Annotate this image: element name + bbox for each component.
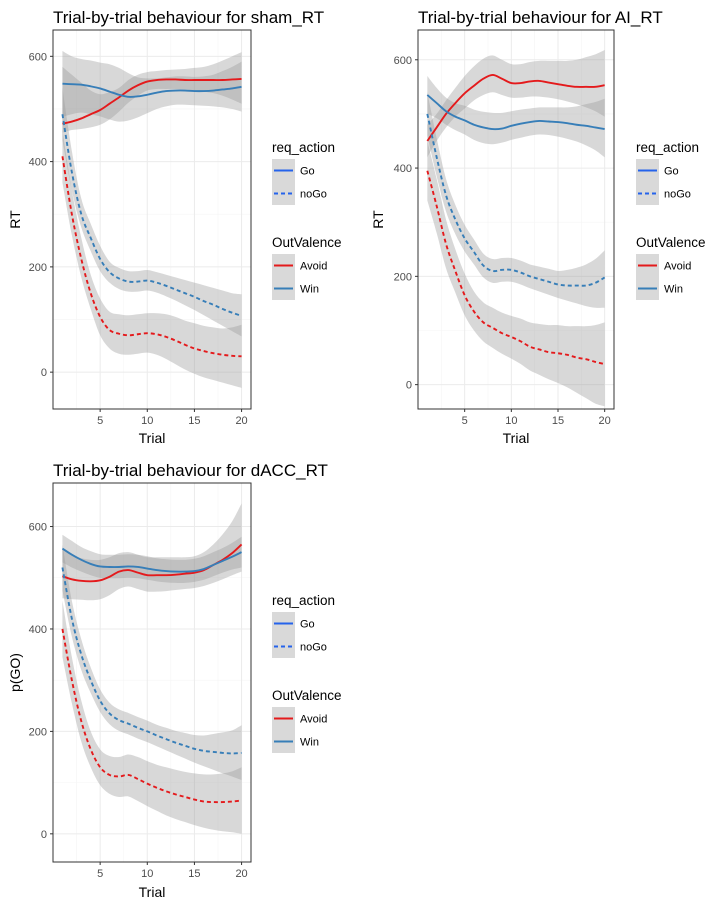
legend-title-req-action: req_action xyxy=(272,140,335,155)
y-tick-label: 400 xyxy=(394,163,412,175)
panel-border xyxy=(417,29,615,410)
confidence-band-go-avoid xyxy=(427,50,605,158)
legend-label-avoid: Avoid xyxy=(300,714,327,726)
confidence-band-nogo-avoid xyxy=(62,130,242,388)
y-axis-title: RT xyxy=(7,210,23,229)
series-line-nogo-avoid xyxy=(61,156,242,358)
x-tick-label: 20 xyxy=(599,415,611,427)
y-axis-title: RT xyxy=(370,210,386,229)
legend-title-outvalence: OutValence xyxy=(272,235,342,250)
data-layer xyxy=(426,50,606,407)
legend-title-req-action: req_action xyxy=(636,140,699,155)
confidence-band-go-avoid xyxy=(62,52,242,133)
y-tick-label: 200 xyxy=(29,262,47,274)
x-tick-label: 15 xyxy=(188,868,200,880)
series-line-nogo-win xyxy=(61,114,242,317)
x-tick-label: 15 xyxy=(188,415,200,427)
y-tick-label: 0 xyxy=(406,380,412,392)
y-tick-label: 200 xyxy=(394,271,412,283)
confidence-band-go-avoid xyxy=(62,503,242,601)
legend-label-avoid: Avoid xyxy=(664,261,691,273)
legend-label-win: Win xyxy=(300,737,319,749)
series-line-go-avoid xyxy=(426,73,605,142)
confidence-band-nogo-avoid xyxy=(427,140,605,407)
x-tick-label: 20 xyxy=(235,868,247,880)
x-tick-label: 5 xyxy=(462,415,468,427)
legend-title-req-action: req_action xyxy=(272,593,335,608)
legend-label-go: Go xyxy=(300,619,315,631)
legend-label-nogo: noGo xyxy=(300,642,327,654)
x-tick-label: 10 xyxy=(141,415,153,427)
legend: req_action Go noGo OutValence Avoid Win xyxy=(272,140,342,300)
x-tick-label: 10 xyxy=(505,415,517,427)
x-axis-title: Trial xyxy=(139,884,166,900)
chart-title: Trial-by-trial behaviour for AI_RT xyxy=(418,8,663,27)
legend-title-outvalence: OutValence xyxy=(272,688,342,703)
legend-label-win: Win xyxy=(300,284,319,296)
series-line-go-avoid xyxy=(62,78,242,125)
x-axis-title: Trial xyxy=(139,430,166,446)
panel-border xyxy=(52,29,252,410)
legend-label-nogo: noGo xyxy=(664,189,691,201)
panel-border xyxy=(52,482,252,863)
series-line-nogo-win xyxy=(426,113,606,287)
data-layer xyxy=(61,503,243,834)
confidence-band-nogo-win xyxy=(62,544,242,781)
legend-label-nogo: noGo xyxy=(300,189,327,201)
x-tick-label: 20 xyxy=(235,415,247,427)
y-tick-label: 600 xyxy=(394,55,412,67)
legend-label-go: Go xyxy=(300,166,315,178)
legend-label-avoid: Avoid xyxy=(300,261,327,273)
x-tick-label: 5 xyxy=(97,415,103,427)
chart-title: Trial-by-trial behaviour for dACC_RT xyxy=(53,461,328,480)
y-tick-label: 0 xyxy=(41,829,47,841)
chart-panel-1: Trial-by-trial behaviour for sham_RT 5 10 1… xyxy=(7,8,342,446)
y-tick-label: 200 xyxy=(29,726,47,738)
x-tick-label: 15 xyxy=(552,415,564,427)
chart-title: Trial-by-trial behaviour for sham_RT xyxy=(53,8,324,27)
y-tick-label: 400 xyxy=(29,157,47,169)
y-axis-title: p(GO) xyxy=(7,653,23,692)
x-axis-title: Trial xyxy=(503,430,530,446)
legend: req_action Go noGo OutValence Avoid Win xyxy=(272,593,342,753)
confidence-band-nogo-win xyxy=(427,92,605,308)
series-line-go-win xyxy=(62,82,242,98)
legend-label-win: Win xyxy=(664,284,683,296)
series-line-nogo-avoid xyxy=(426,170,605,365)
y-tick-label: 600 xyxy=(29,51,47,63)
y-tick-label: 400 xyxy=(29,624,47,636)
series-line-go-win xyxy=(426,94,605,131)
chart-panel-2: Trial-by-trial behaviour for AI_RT 5 10 15 2… xyxy=(370,8,706,446)
y-tick-label: 600 xyxy=(29,522,47,534)
legend-title-outvalence: OutValence xyxy=(636,235,706,250)
confidence-band-nogo-win xyxy=(62,87,242,337)
data-layer xyxy=(61,51,242,388)
x-tick-label: 5 xyxy=(97,868,103,880)
confidence-band-go-win xyxy=(427,76,605,158)
series-line-go-win xyxy=(61,547,242,573)
x-tick-label: 10 xyxy=(141,868,153,880)
confidence-band-nogo-avoid xyxy=(62,600,242,834)
y-tick-label: 0 xyxy=(41,367,47,379)
chart-panel-3: Trial-by-trial behaviour for dACC_RT 5 10 1… xyxy=(7,461,342,900)
legend: req_action Go noGo OutValence Avoid Win xyxy=(636,140,706,300)
confidence-band-go-win xyxy=(62,51,242,122)
legend-label-go: Go xyxy=(664,166,679,178)
